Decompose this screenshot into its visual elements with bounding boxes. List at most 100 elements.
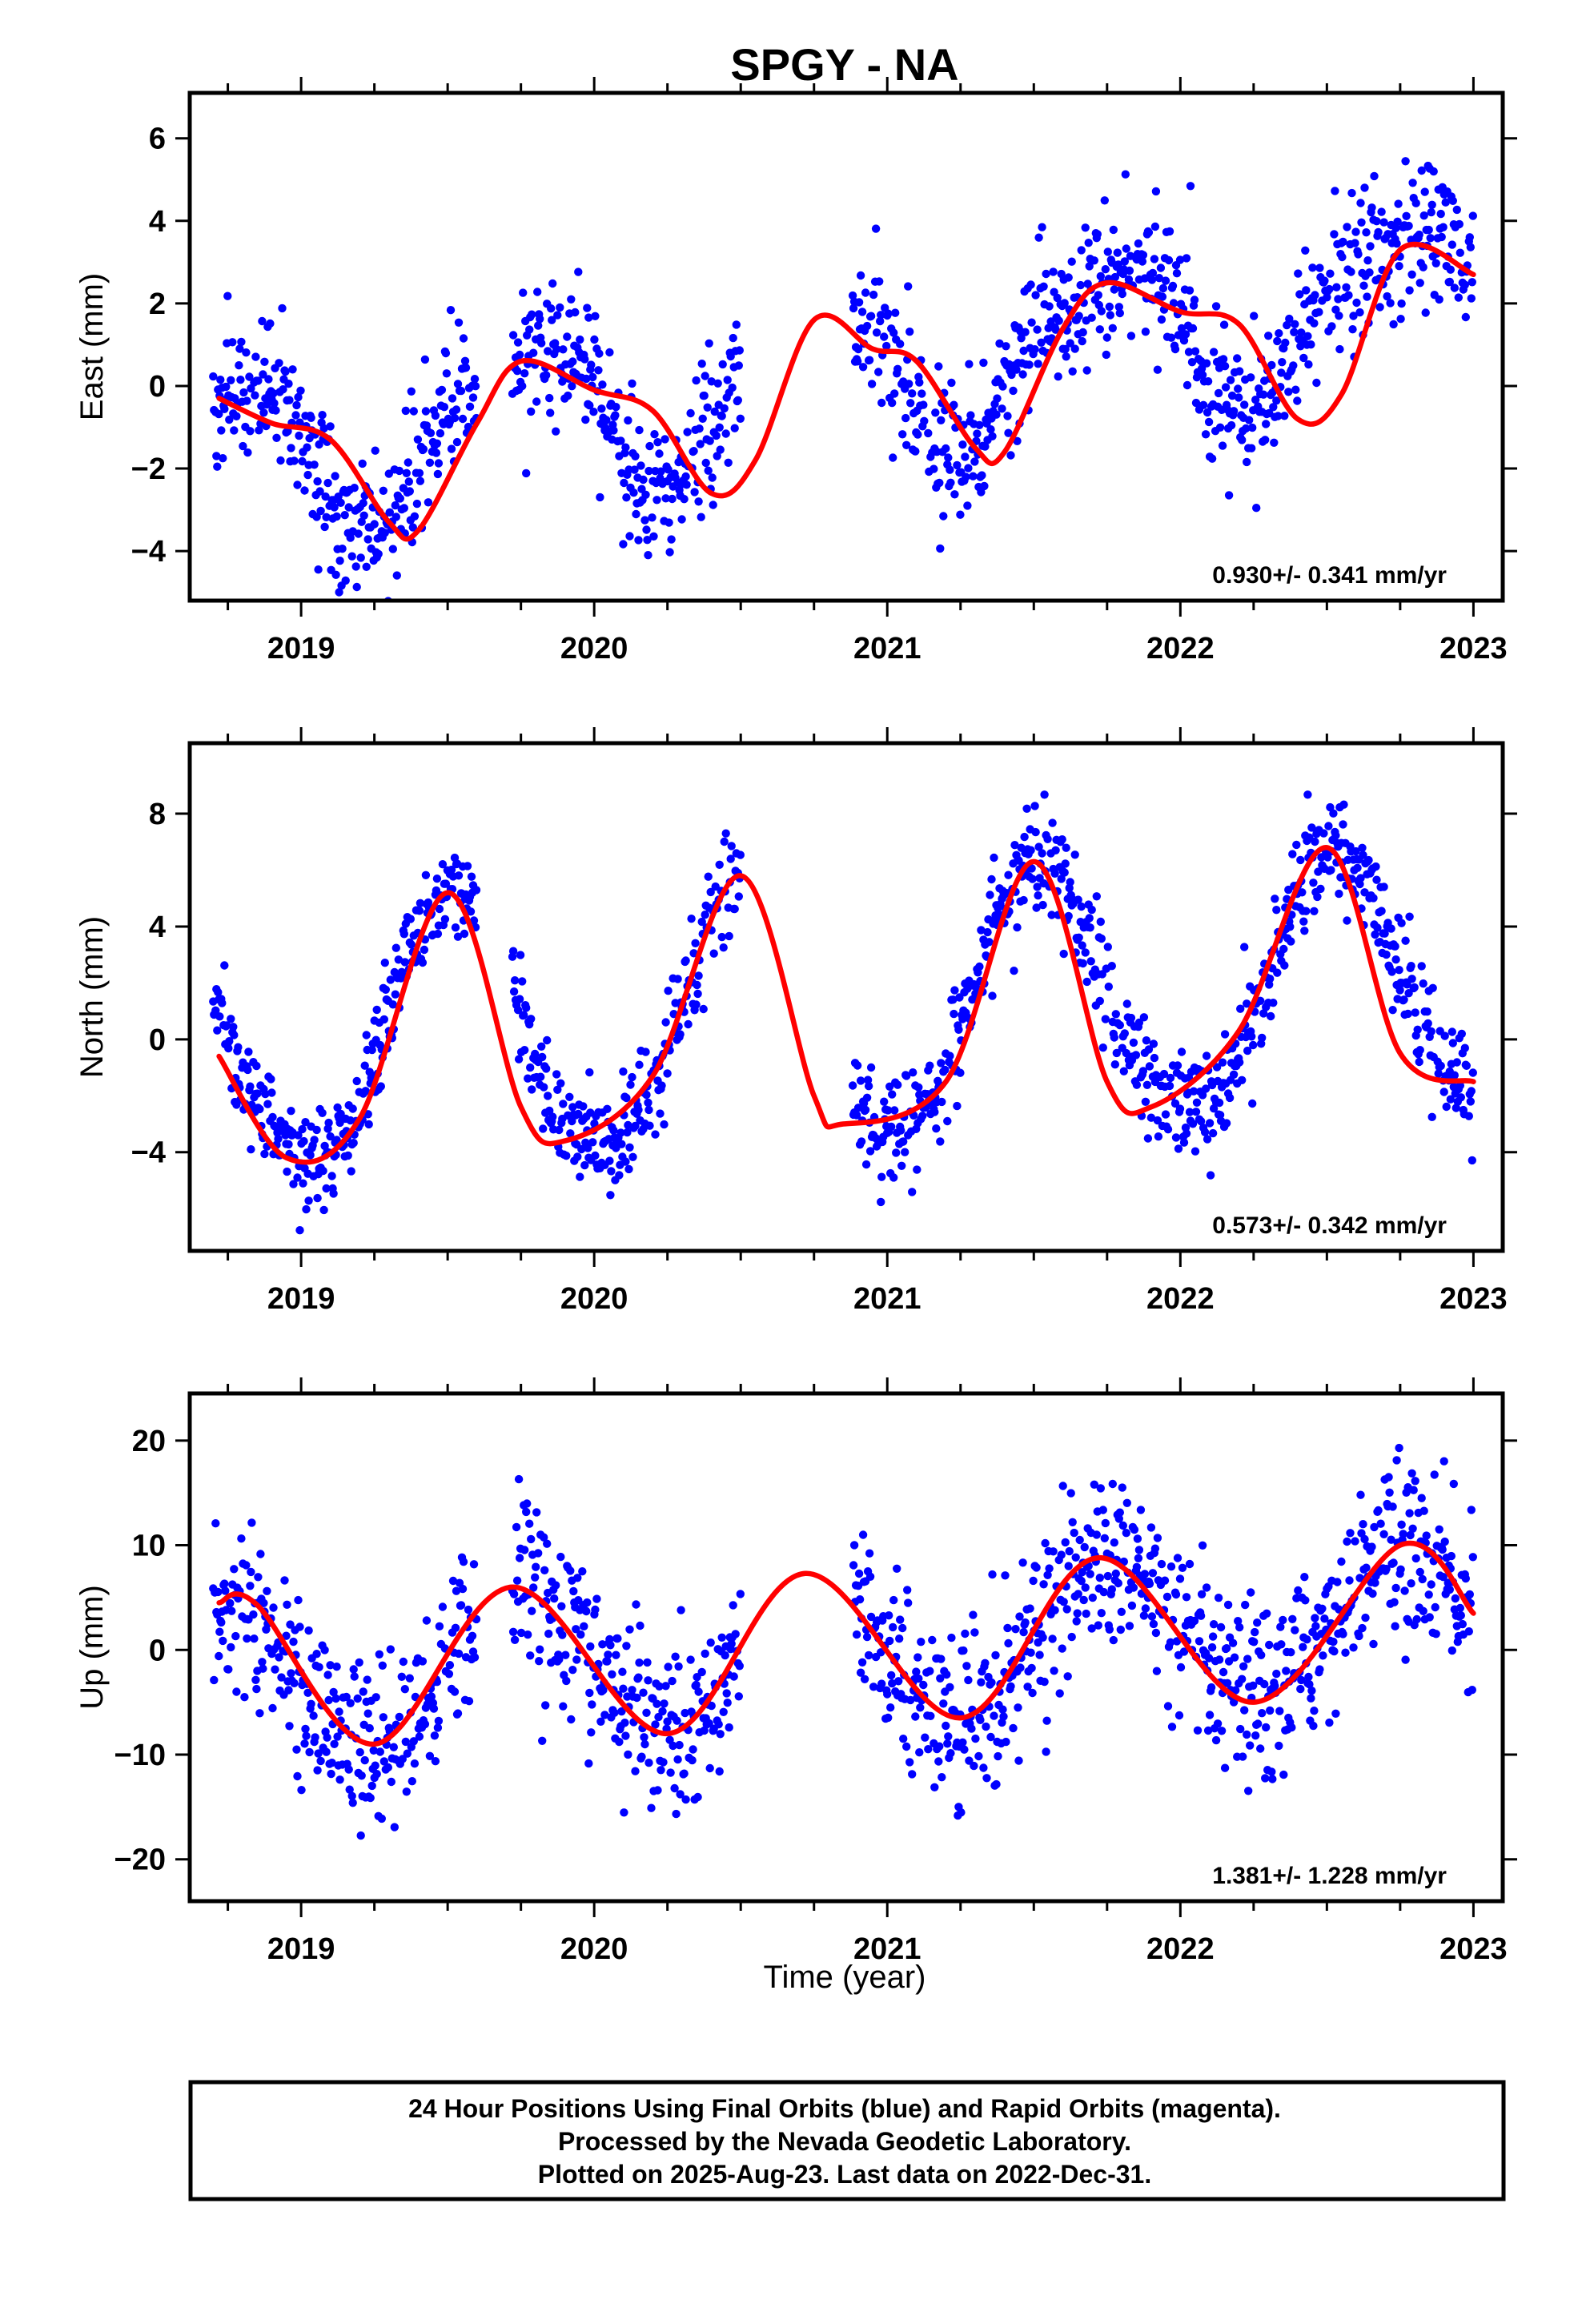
up-point [1074, 1590, 1082, 1598]
east-point [1156, 263, 1166, 272]
north-point [1033, 883, 1042, 891]
figure-title: SPGY - NA [730, 39, 958, 90]
east-point [263, 400, 271, 409]
north-point [1175, 1104, 1185, 1113]
east-point [1456, 248, 1465, 257]
up-point [1258, 1709, 1267, 1718]
north-point [663, 1069, 672, 1078]
east-point [1335, 344, 1344, 354]
north-point [1411, 1008, 1419, 1017]
east-point [1012, 365, 1021, 374]
up-point [268, 1703, 277, 1713]
east-point [559, 345, 568, 354]
up-point [524, 1630, 532, 1639]
up-point [1038, 1633, 1047, 1642]
up-point [885, 1636, 894, 1646]
east-rate-label: 0.930+/- 0.341 mm/yr [1212, 562, 1447, 589]
east-point [866, 312, 876, 320]
north-point [1369, 894, 1378, 903]
east-point [400, 504, 408, 513]
north-point [1382, 950, 1391, 959]
north-point [302, 1204, 311, 1214]
north-point [1440, 1031, 1449, 1040]
east-point [1122, 244, 1131, 253]
east-point [580, 355, 589, 364]
east-point [858, 363, 868, 372]
east-x-tick-label: 2019 [267, 632, 335, 665]
north-point [938, 1097, 946, 1107]
north-point [1085, 914, 1094, 923]
east-point [1391, 223, 1400, 232]
up-point [1067, 1632, 1076, 1642]
east-point [410, 512, 420, 521]
north-point [689, 949, 698, 958]
up-point [938, 1773, 946, 1782]
east-point [713, 379, 722, 388]
east-point [898, 430, 907, 439]
east-point [513, 338, 523, 347]
up-point [1249, 1681, 1258, 1690]
east-point [1342, 283, 1351, 292]
up-point [1141, 1604, 1150, 1613]
up-point [1088, 1593, 1098, 1602]
east-point [947, 378, 956, 388]
up-point [1107, 1585, 1117, 1594]
up-point [613, 1634, 622, 1643]
up-point [655, 1682, 664, 1691]
north-point [267, 1088, 276, 1097]
footer-line-3: Plotted on 2025-Aug-23. Last data on 202… [538, 2160, 1151, 2189]
east-point [890, 389, 899, 398]
east-point [1235, 367, 1244, 376]
up-point [429, 1704, 439, 1713]
north-point [1358, 843, 1367, 853]
east-point [553, 311, 562, 320]
up-point [445, 1661, 455, 1670]
up-point [1043, 1570, 1052, 1580]
north-point [1146, 1113, 1156, 1122]
east-point [689, 447, 698, 456]
north-point [1057, 875, 1066, 883]
up-point [1151, 1628, 1161, 1638]
east-point [728, 383, 737, 392]
east-point [1025, 360, 1034, 369]
up-point [1146, 1523, 1156, 1532]
up-point [1026, 1604, 1034, 1613]
up-point [576, 1630, 585, 1639]
east-point [953, 460, 962, 470]
north-point [623, 1128, 632, 1137]
up-point [1055, 1689, 1064, 1698]
east-x-tick-label: 2022 [1146, 632, 1215, 665]
east-point [1262, 420, 1271, 428]
east-point [215, 409, 223, 419]
north-point [1225, 1093, 1235, 1103]
north-point [641, 1047, 650, 1056]
east-point [1347, 188, 1356, 198]
up-point [725, 1723, 733, 1732]
up-point [1370, 1522, 1379, 1532]
north-point [510, 976, 520, 985]
up-point [431, 1757, 440, 1766]
up-point [588, 1700, 596, 1709]
up-point [263, 1586, 271, 1596]
up-point [409, 1737, 418, 1746]
up-point [946, 1749, 955, 1758]
up-point [1068, 1518, 1077, 1527]
north-point [352, 1076, 361, 1086]
north-point [1434, 1069, 1443, 1078]
north-point [1388, 1006, 1397, 1015]
up-point [1152, 1667, 1162, 1675]
north-point [1120, 1029, 1130, 1038]
north-point [986, 891, 994, 899]
north-point [736, 850, 745, 859]
up-point [1197, 1590, 1207, 1599]
up-point [635, 1659, 644, 1667]
north-point [591, 1151, 600, 1160]
north-point [360, 1061, 369, 1070]
east-point [1394, 199, 1403, 208]
up-point [889, 1622, 897, 1632]
up-point [1268, 1775, 1277, 1783]
north-point [348, 1104, 357, 1113]
up-point [1415, 1567, 1424, 1577]
up-point [1058, 1482, 1067, 1490]
up-point [632, 1600, 640, 1609]
